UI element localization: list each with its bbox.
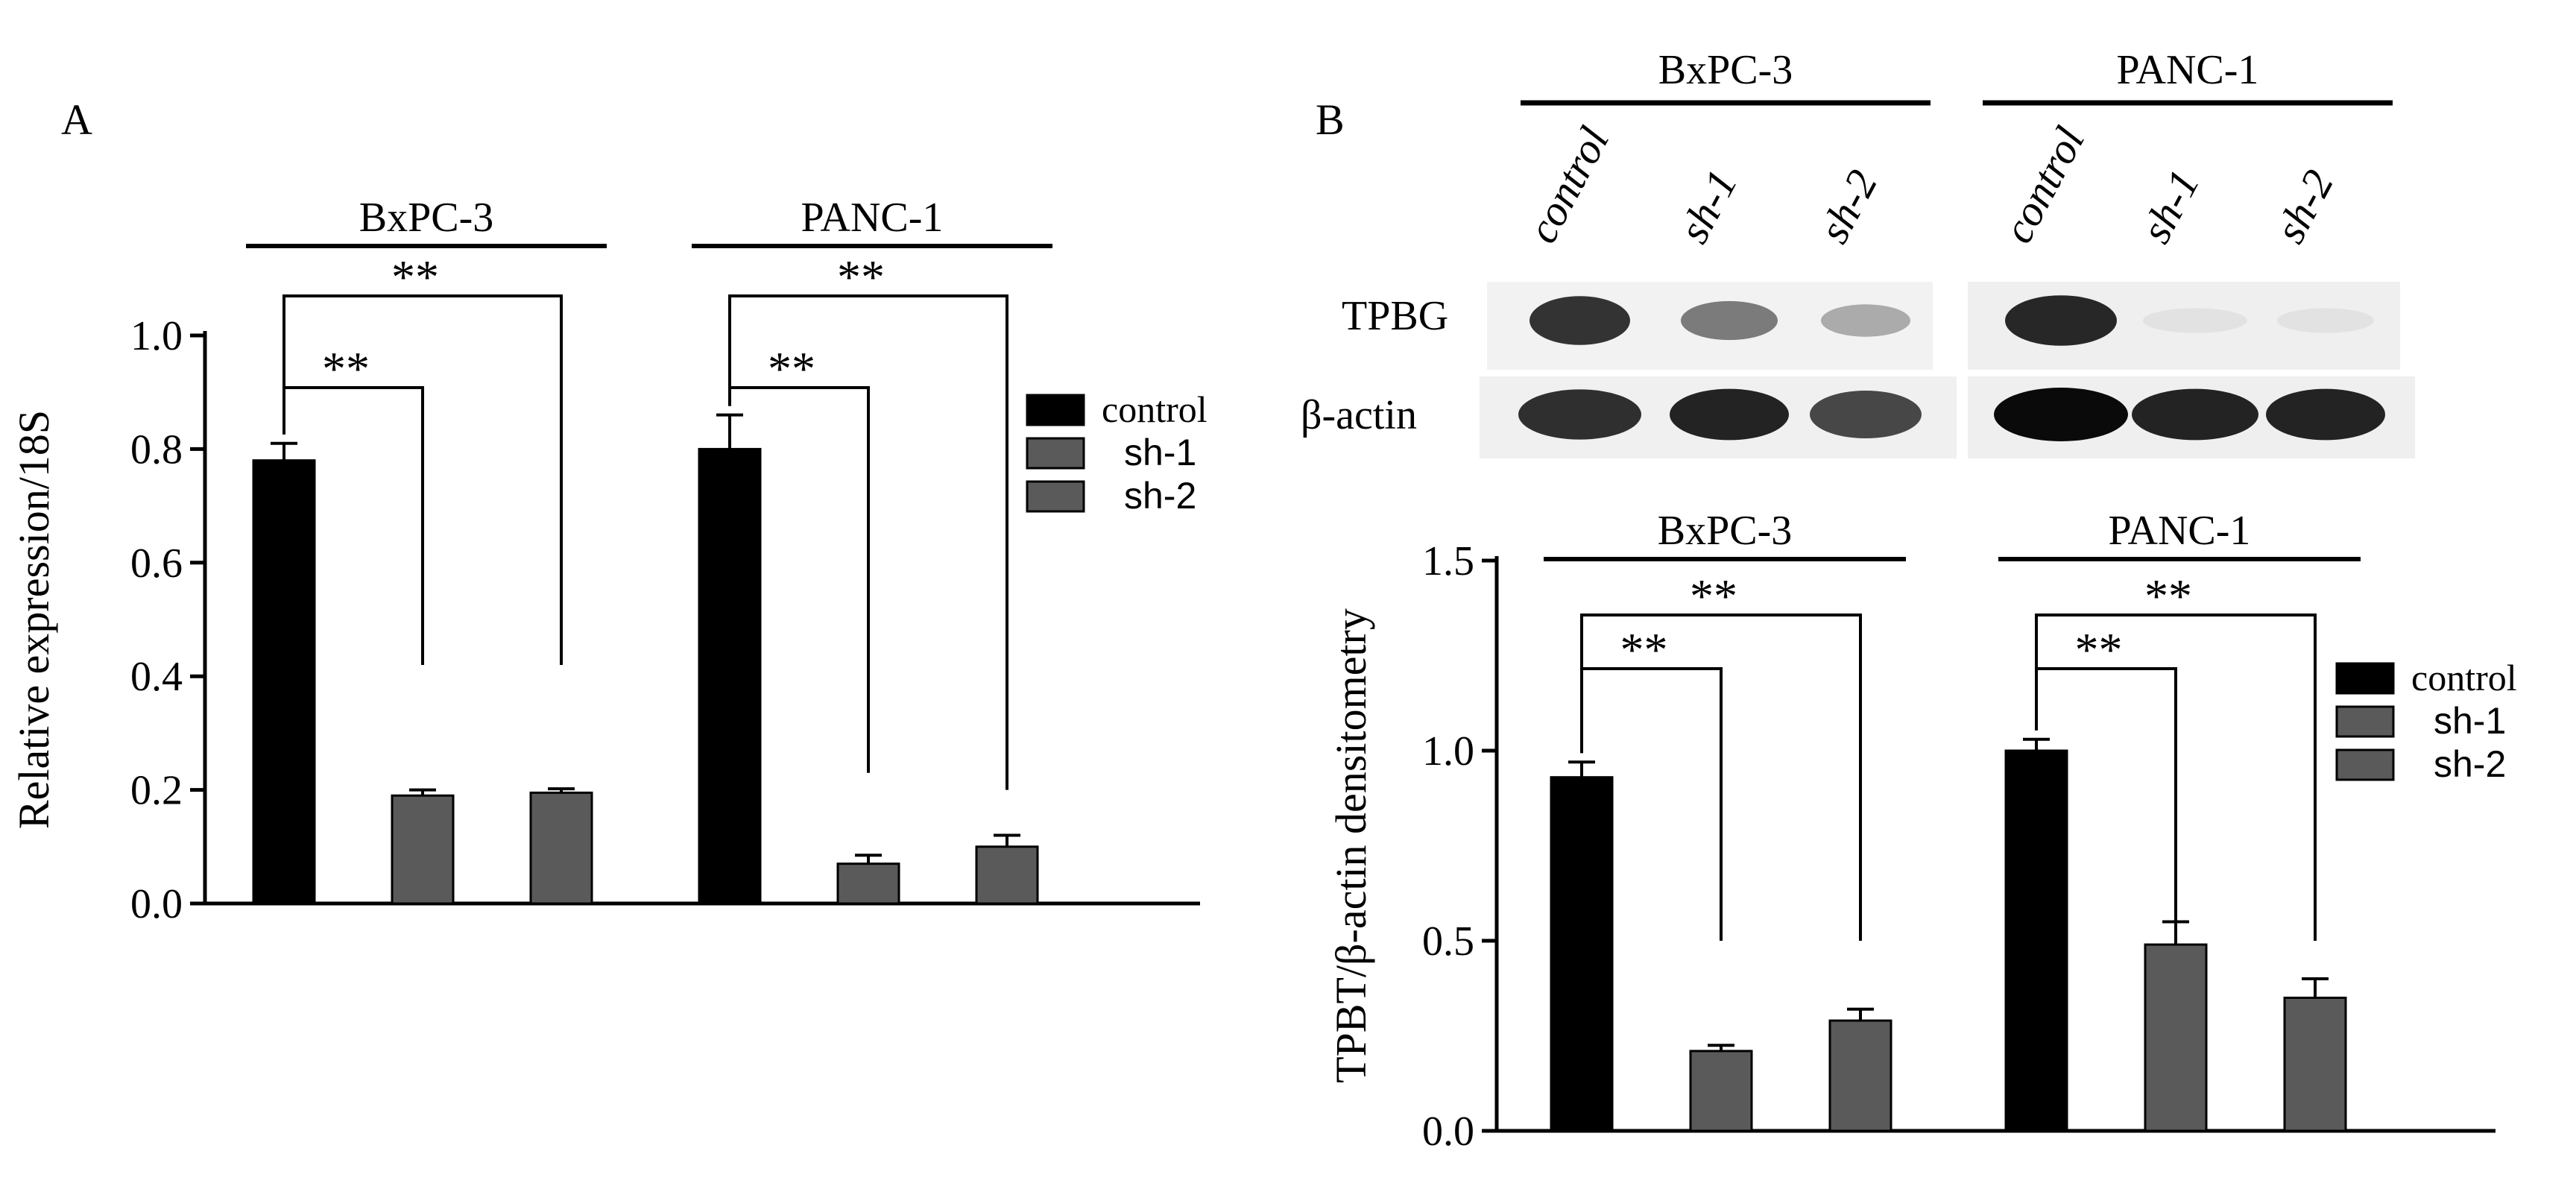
chart-a-significance-bracket xyxy=(282,294,563,665)
chart-b-y-tick-label: 0.0 xyxy=(1422,1108,1474,1155)
blot-band-tpbg xyxy=(1681,300,1778,341)
panel-a-label: A xyxy=(61,95,92,144)
chart-b-y-tick-label: 0.5 xyxy=(1422,918,1474,965)
chart-b-significance-mark: ** xyxy=(2144,570,2192,622)
blot-band-actin xyxy=(1518,389,1641,440)
chart-a: 0.0 0.2 0.4 0.6 0.8 1.0 Relative expression/18… xyxy=(10,195,1208,927)
chart-a-legend-swatch-control xyxy=(1026,394,1085,426)
chart-a-legend-label-sh-1: sh-1 xyxy=(1124,432,1196,473)
blot-band-actin xyxy=(2132,388,2258,441)
chart-a-significance-mark: ** xyxy=(768,342,815,395)
blot-band-actin xyxy=(2266,388,2385,441)
chart-b-bar-control-0 xyxy=(1550,776,1614,1132)
blot-lane-label: sh-1 xyxy=(2131,162,2209,250)
chart-b-y-tick-label: 1.0 xyxy=(1422,728,1474,775)
blot-band-actin xyxy=(1670,388,1789,441)
chart-b-bar-control-1 xyxy=(2004,749,2068,1132)
blot-band-tpbg xyxy=(1821,304,1910,337)
blot-lane-label: sh-1 xyxy=(1669,162,1746,250)
chart-b-significance-mark: ** xyxy=(2075,623,2123,676)
blot-lane-label: control xyxy=(1518,119,1618,251)
chart-a-group-label: BxPC-3 xyxy=(359,195,494,241)
western-blot: BxPC-3 PANC-1 TPBG β-actin control sh-1 sh… xyxy=(1301,47,2415,458)
blot-band-actin xyxy=(1994,388,2128,441)
chart-a-legend-swatch-sh-2 xyxy=(1026,480,1085,513)
blot-lane-label: sh-2 xyxy=(2265,162,2343,250)
blot-row-label-actin: β-actin xyxy=(1301,392,1417,438)
blot-band-tpbg xyxy=(2277,308,2374,333)
chart-b-bar-sh-1-0 xyxy=(1689,1050,1753,1132)
blot-row-label-tpbg: TPBG xyxy=(1342,293,1448,339)
chart-b-legend-label-control: control xyxy=(2411,657,2517,698)
chart-a-significance-bracket xyxy=(728,294,1008,790)
chart-a-bar-sh-2-1 xyxy=(975,845,1039,905)
chart-a-legend-label-sh-2: sh-2 xyxy=(1124,475,1196,517)
chart-b-bar-sh-2-1 xyxy=(2283,997,2347,1132)
blot-band-actin xyxy=(1810,391,1922,438)
chart-a-bar-sh-2-0 xyxy=(529,791,593,905)
blot-group-label-bxpc3: BxPC-3 xyxy=(1658,47,1793,93)
chart-b: 0.0 0.5 1.0 1.5 TPBT/β-actin densitometry BxP… xyxy=(1327,508,2517,1155)
chart-a-legend-swatch-sh-1 xyxy=(1026,437,1085,470)
panel-b-label: B xyxy=(1316,95,1345,144)
chart-a-y-tick-label: 1.0 xyxy=(130,313,183,359)
blot-band-tpbg xyxy=(2005,295,2117,346)
chart-a-y-tick-label: 0.6 xyxy=(130,540,183,587)
chart-b-bar-sh-1-1 xyxy=(2144,943,2208,1132)
chart-a-bar-sh-1-1 xyxy=(836,862,900,905)
blot-band-tpbg xyxy=(1530,296,1630,345)
blot-band-tpbg xyxy=(2143,308,2247,333)
blot-lane-label: control xyxy=(1993,119,2094,251)
chart-b-legend-label-sh-2: sh-2 xyxy=(2434,743,2506,785)
chart-a-y-axis-label: Relative expression/18S xyxy=(10,410,58,829)
chart-a-legend-label-control: control xyxy=(1102,388,1208,430)
chart-a-significance-mark: ** xyxy=(391,250,439,303)
chart-b-significance-bracket xyxy=(1580,614,1862,941)
chart-a-significance-mark: ** xyxy=(322,342,370,395)
chart-a-y-tick-label: 0.4 xyxy=(130,654,183,700)
chart-b-bar-sh-2-0 xyxy=(1828,1019,1892,1132)
chart-b-significance-mark: ** xyxy=(1690,570,1737,622)
chart-b-group-label: BxPC-3 xyxy=(1658,508,1793,554)
chart-b-y-tick-label: 1.5 xyxy=(1422,538,1474,584)
chart-b-legend-swatch-control xyxy=(2335,662,2395,695)
chart-b-legend-swatch-sh-1 xyxy=(2335,705,2395,738)
chart-b-significance-mark: ** xyxy=(1620,623,1668,676)
chart-b-significance-bracket xyxy=(2035,614,2317,941)
chart-a-bar-sh-1-0 xyxy=(391,794,455,905)
blot-group-label-panc1: PANC-1 xyxy=(2117,47,2259,93)
chart-a-bar-control-0 xyxy=(252,459,316,905)
chart-a-significance-mark: ** xyxy=(837,250,885,303)
chart-a-y-tick-label: 0.8 xyxy=(130,426,183,473)
chart-b-group-label: PANC-1 xyxy=(2109,508,2251,554)
chart-b-y-axis-label: TPBT/β-actin densitometry xyxy=(1327,608,1375,1083)
chart-a-y-tick-label: 0.0 xyxy=(130,881,183,927)
chart-a-group-label: PANC-1 xyxy=(801,195,944,241)
blot-lane-label: sh-2 xyxy=(1809,162,1887,250)
chart-b-legend-label-sh-1: sh-1 xyxy=(2434,700,2506,742)
chart-a-bar-control-1 xyxy=(698,447,762,905)
chart-a-y-tick-label: 0.2 xyxy=(130,768,183,814)
chart-b-legend-swatch-sh-2 xyxy=(2335,748,2395,781)
